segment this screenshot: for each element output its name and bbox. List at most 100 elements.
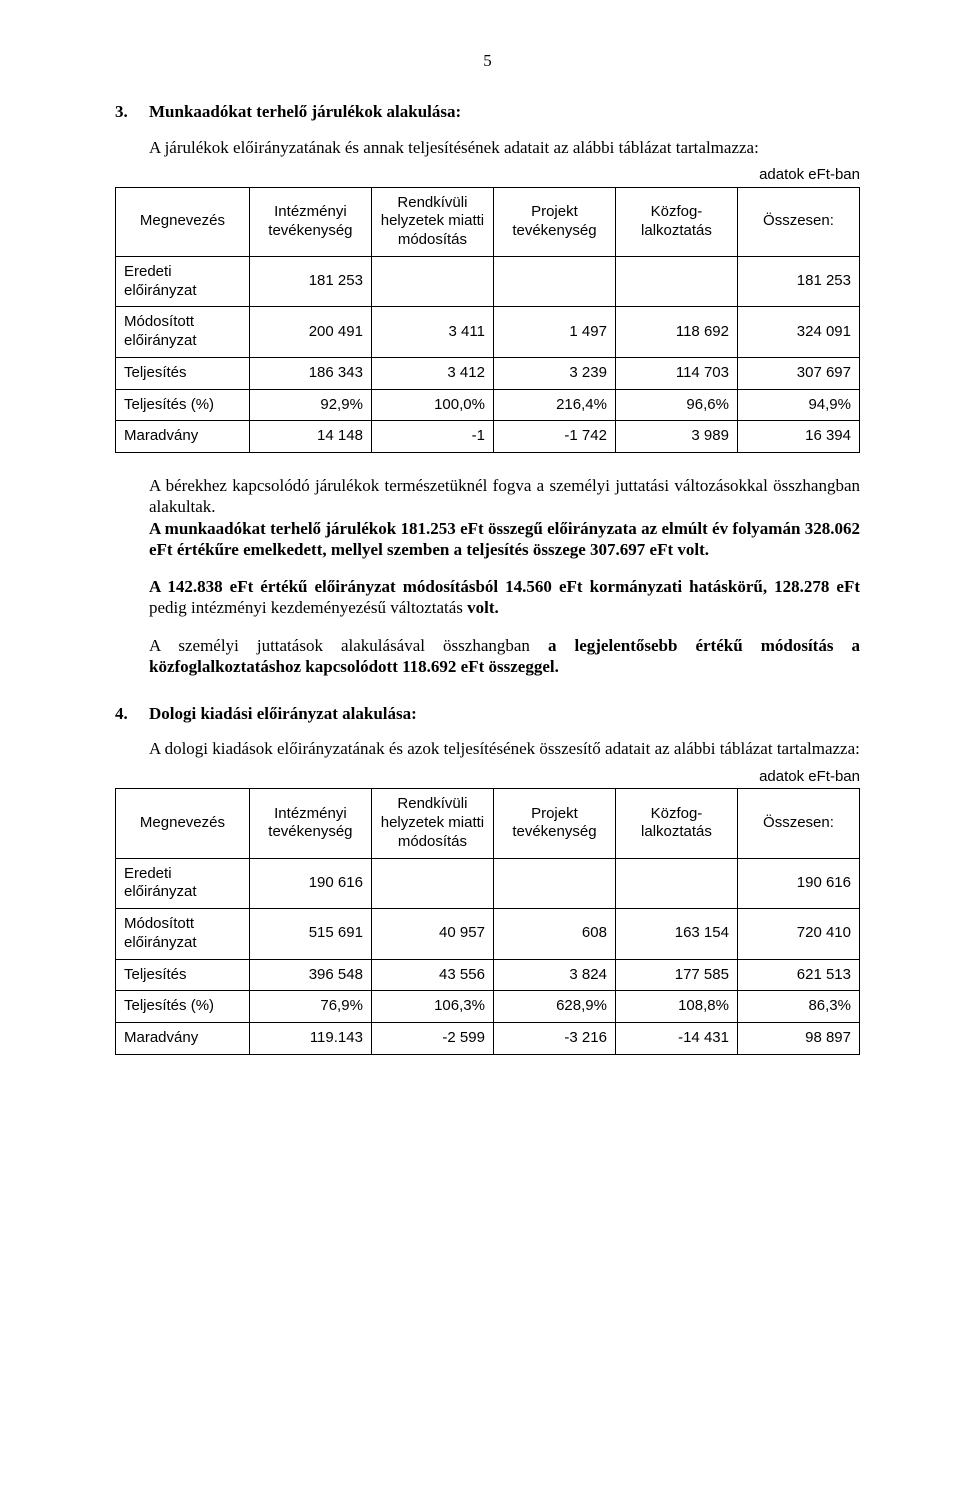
p3-plain: A személyi juttatások alakulásával összh… bbox=[149, 636, 548, 655]
table-row: Maradvány 119.143 -2 599 -3 216 -14 431 … bbox=[116, 1023, 860, 1055]
cell-value: 119.143 bbox=[249, 1023, 371, 1055]
cell-name: Eredeti előirányzat bbox=[116, 858, 250, 909]
cell-value: 720 410 bbox=[737, 909, 859, 960]
cell-value: 163 154 bbox=[615, 909, 737, 960]
table-section-4: Megnevezés Intézményi tevékenység Rendkí… bbox=[115, 788, 860, 1055]
cell-value: 628,9% bbox=[493, 991, 615, 1023]
cell-value: 108,8% bbox=[615, 991, 737, 1023]
section-3-paragraph-3: A személyi juttatások alakulásával összh… bbox=[149, 635, 860, 678]
cell-value: 76,9% bbox=[249, 991, 371, 1023]
cell-value: 94,9% bbox=[737, 389, 859, 421]
section-4-title: Dologi kiadási előirányzat alakulása: bbox=[149, 703, 417, 724]
section-3-heading: 3. Munkaadókat terhelő járulékok alakulá… bbox=[115, 101, 860, 122]
cell-name: Maradvány bbox=[116, 1023, 250, 1055]
section-3-paragraph-2: A 142.838 eFt értékű előirányzat módosít… bbox=[149, 576, 860, 619]
th-c2: Rendkívüli helyzetek miatti módosítás bbox=[371, 187, 493, 256]
cell-value bbox=[371, 256, 493, 307]
section-4-number: 4. bbox=[115, 703, 149, 724]
cell-value: 515 691 bbox=[249, 909, 371, 960]
cell-value bbox=[493, 256, 615, 307]
cell-name: Teljesítés (%) bbox=[116, 991, 250, 1023]
cell-value: 307 697 bbox=[737, 357, 859, 389]
cell-value: 608 bbox=[493, 909, 615, 960]
cell-value: 16 394 bbox=[737, 421, 859, 453]
cell-value: 324 091 bbox=[737, 307, 859, 358]
section-3-lead: A járulékok előirányzatának és annak tel… bbox=[149, 137, 860, 158]
cell-value: 43 556 bbox=[371, 959, 493, 991]
p1-plain: A bérekhez kapcsolódó járulékok természe… bbox=[149, 476, 860, 516]
th-name: Megnevezés bbox=[116, 187, 250, 256]
cell-name: Módosított előirányzat bbox=[116, 909, 250, 960]
th-c4: Közfog-lalkoztatás bbox=[615, 789, 737, 858]
th-c3: Projekt tevékenység bbox=[493, 789, 615, 858]
cell-value: 3 239 bbox=[493, 357, 615, 389]
cell-value: 86,3% bbox=[737, 991, 859, 1023]
cell-value: -1 742 bbox=[493, 421, 615, 453]
cell-name: Eredeti előirányzat bbox=[116, 256, 250, 307]
p2-bold-a: A 142.838 eFt értékű előirányzat módosít… bbox=[149, 577, 860, 596]
th-c1: Intézményi tevékenység bbox=[249, 789, 371, 858]
cell-value: -14 431 bbox=[615, 1023, 737, 1055]
table-row: Megnevezés Intézményi tevékenység Rendkí… bbox=[116, 187, 860, 256]
cell-value: 100,0% bbox=[371, 389, 493, 421]
cell-value: 3 411 bbox=[371, 307, 493, 358]
cell-value: 621 513 bbox=[737, 959, 859, 991]
cell-value: -1 bbox=[371, 421, 493, 453]
table-row: Teljesítés (%) 92,9% 100,0% 216,4% 96,6%… bbox=[116, 389, 860, 421]
th-c3: Projekt tevékenység bbox=[493, 187, 615, 256]
table-row: Maradvány 14 148 -1 -1 742 3 989 16 394 bbox=[116, 421, 860, 453]
th-name: Megnevezés bbox=[116, 789, 250, 858]
section-3-number: 3. bbox=[115, 101, 149, 122]
cell-value bbox=[371, 858, 493, 909]
section-4-lead: A dologi kiadások előirányzatának és azo… bbox=[149, 738, 860, 759]
cell-name: Módosított előirányzat bbox=[116, 307, 250, 358]
table-row: Módosított előirányzat 200 491 3 411 1 4… bbox=[116, 307, 860, 358]
th-c2: Rendkívüli helyzetek miatti módosítás bbox=[371, 789, 493, 858]
cell-value: 1 497 bbox=[493, 307, 615, 358]
cell-name: Teljesítés bbox=[116, 357, 250, 389]
cell-name: Teljesítés (%) bbox=[116, 389, 250, 421]
cell-value: 3 824 bbox=[493, 959, 615, 991]
th-c4: Közfog-lalkoztatás bbox=[615, 187, 737, 256]
p2-bold-c: volt. bbox=[467, 598, 499, 617]
cell-value bbox=[615, 256, 737, 307]
table-row: Teljesítés 396 548 43 556 3 824 177 585 … bbox=[116, 959, 860, 991]
cell-value: 177 585 bbox=[615, 959, 737, 991]
table-row: Teljesítés 186 343 3 412 3 239 114 703 3… bbox=[116, 357, 860, 389]
document-page: 5 3. Munkaadókat terhelő járulékok alaku… bbox=[0, 0, 960, 1137]
cell-value: 96,6% bbox=[615, 389, 737, 421]
cell-value: 3 989 bbox=[615, 421, 737, 453]
cell-name: Teljesítés bbox=[116, 959, 250, 991]
section-3-paragraph-1: A bérekhez kapcsolódó járulékok természe… bbox=[149, 475, 860, 560]
p2-plain: pedig intézményi kezdeményezésű változta… bbox=[149, 598, 467, 617]
cell-value: 3 412 bbox=[371, 357, 493, 389]
p1-bold: A munkaadókat terhelő járulékok 181.253 … bbox=[149, 519, 860, 559]
cell-value: 118 692 bbox=[615, 307, 737, 358]
cell-value: 98 897 bbox=[737, 1023, 859, 1055]
table-section-3: Megnevezés Intézményi tevékenység Rendkí… bbox=[115, 187, 860, 454]
section-4-unit-label: adatok eFt-ban bbox=[115, 768, 860, 787]
th-c5: Összesen: bbox=[737, 187, 859, 256]
cell-value: 181 253 bbox=[737, 256, 859, 307]
section-4-heading: 4. Dologi kiadási előirányzat alakulása: bbox=[115, 703, 860, 724]
th-c1: Intézményi tevékenység bbox=[249, 187, 371, 256]
cell-value: 216,4% bbox=[493, 389, 615, 421]
table-row: Módosított előirányzat 515 691 40 957 60… bbox=[116, 909, 860, 960]
cell-name: Maradvány bbox=[116, 421, 250, 453]
table-row: Megnevezés Intézményi tevékenység Rendkí… bbox=[116, 789, 860, 858]
page-number: 5 bbox=[115, 50, 860, 71]
table-row: Teljesítés (%) 76,9% 106,3% 628,9% 108,8… bbox=[116, 991, 860, 1023]
cell-value: 40 957 bbox=[371, 909, 493, 960]
cell-value: 186 343 bbox=[249, 357, 371, 389]
table-row: Eredeti előirányzat 190 616 190 616 bbox=[116, 858, 860, 909]
cell-value: 200 491 bbox=[249, 307, 371, 358]
cell-value: 14 148 bbox=[249, 421, 371, 453]
table-row: Eredeti előirányzat 181 253 181 253 bbox=[116, 256, 860, 307]
cell-value: -3 216 bbox=[493, 1023, 615, 1055]
cell-value: 190 616 bbox=[737, 858, 859, 909]
cell-value: -2 599 bbox=[371, 1023, 493, 1055]
cell-value bbox=[493, 858, 615, 909]
cell-value: 114 703 bbox=[615, 357, 737, 389]
cell-value: 106,3% bbox=[371, 991, 493, 1023]
cell-value: 181 253 bbox=[249, 256, 371, 307]
